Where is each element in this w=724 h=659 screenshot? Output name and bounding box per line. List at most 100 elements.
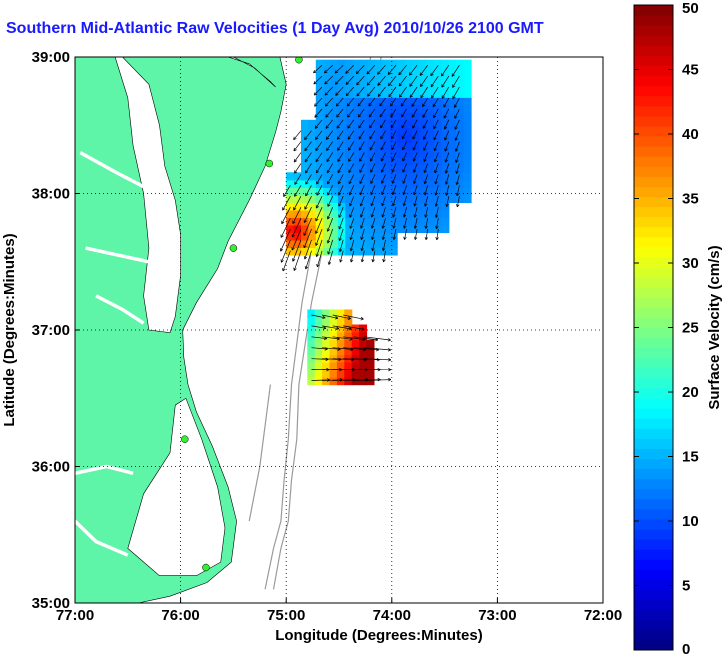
velocity-cell [434,134,442,143]
velocity-cell [314,362,323,371]
velocity-cell [345,172,354,181]
colorbar-swatch [634,115,673,127]
chart-title: Southern Mid-Atlantic Raw Velocities (1 … [6,20,544,37]
velocity-cell [314,324,323,333]
velocity-cell [337,157,346,166]
colorbar-tick-label: 5 [682,578,690,595]
velocity-cell [344,309,353,318]
velocity-vector [359,152,365,162]
velocity-cell [330,164,339,173]
velocity-vector [345,64,355,74]
velocity-cell [463,112,472,121]
velocity-arrowhead [423,147,427,151]
velocity-cell [448,194,457,203]
velocity-vector [304,196,312,210]
velocity-arrowhead [337,158,341,162]
velocity-vector [441,86,450,99]
velocity-arrowhead [430,72,434,77]
velocity-arrowhead [403,225,407,229]
colorbar-swatch [634,287,673,298]
velocity-arrowhead [334,81,339,85]
velocity-cell [286,202,295,211]
velocity-vector [454,119,460,130]
velocity-vector [353,347,379,351]
velocity-cell [382,74,391,83]
velocity-cell [301,209,309,218]
velocity-arrowhead [279,248,284,252]
velocity-cell [345,89,354,98]
velocity-cell [337,187,346,196]
velocity-arrowhead [422,114,426,118]
velocity-cell [323,89,332,98]
velocity-arrowhead [316,263,320,268]
velocity-cell [374,164,383,173]
velocity-vector [390,97,397,107]
colorbar-swatch [634,166,673,177]
velocity-cell [382,89,391,98]
velocity-cell [367,89,376,98]
velocity-cell [337,209,346,218]
colorbar-swatch [634,569,673,580]
velocity-cell [345,187,354,196]
velocity-cell [308,142,317,151]
velocity-cell [382,119,391,128]
velocity-cell [330,59,339,68]
velocity-arrowhead [338,237,342,241]
velocity-vector [390,119,397,129]
velocity-cell [456,142,465,151]
velocity-cell [441,149,450,158]
velocity-cell [345,164,354,173]
velocity-vector [350,239,355,251]
velocity-vector [360,207,365,218]
colorbar-swatch [634,136,673,147]
velocity-arrowhead [420,94,424,99]
velocity-cell [301,232,309,241]
velocity-vector [337,152,344,162]
velocity-cell [360,232,369,241]
velocity-cell [315,112,324,121]
velocity-arrowhead [443,126,448,130]
velocity-vector [454,97,460,108]
y-tick-label: 35:00 [32,595,70,612]
velocity-arrowhead [348,158,352,162]
velocity-vector [366,75,376,86]
velocity-cell [419,104,428,113]
velocity-cell [367,142,376,151]
velocity-cell [315,59,324,68]
velocity-cell [456,67,465,76]
velocity-arrowhead [338,192,342,196]
velocity-cell [366,339,375,348]
velocity-cell [367,67,376,76]
velocity-cell [426,179,435,188]
velocity-arrowhead [291,234,295,238]
velocity-cell [411,134,420,143]
velocity-vector [401,130,407,140]
map-plot-area [75,57,603,603]
velocity-cell [463,127,472,136]
colorbar-swatch [634,206,673,218]
velocity-arrowhead [315,169,320,174]
velocity-cell [366,362,375,371]
velocity-cell [426,119,435,128]
velocity-arrowhead [424,203,428,207]
velocity-cell [411,127,420,136]
velocity-cell [367,82,376,91]
colorbar-tick-label: 40 [682,126,699,143]
velocity-arrowhead [338,248,343,252]
velocity-cell [434,202,442,211]
velocity-arrowhead [380,124,384,129]
velocity-vector [353,379,381,381]
velocity-vector [353,336,378,341]
velocity-cell [426,67,435,76]
velocity-cell [360,134,369,143]
velocity-cell [426,97,435,106]
velocity-cell [323,104,332,113]
velocity-cell [389,157,398,166]
velocity-cell [456,172,465,181]
velocity-cell [330,74,339,83]
velocity-vector [431,86,439,99]
velocity-cell [382,232,391,241]
velocity-vector [413,163,418,173]
colorbar-swatch [634,226,673,238]
velocity-cell [301,187,309,196]
